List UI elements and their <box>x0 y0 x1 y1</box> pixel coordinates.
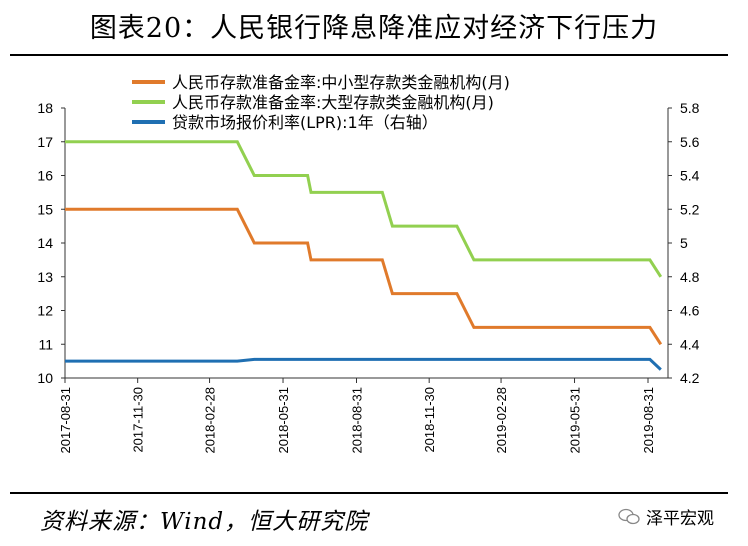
y-tick-label: 15 <box>37 201 53 217</box>
y2-tick-label: 4.4 <box>680 336 700 352</box>
series-line-2 <box>65 357 662 371</box>
watermark-text: 泽平宏观 <box>646 509 714 529</box>
x-tick-label: 2019-02-28 <box>494 387 509 454</box>
y-tick-label: 12 <box>37 303 53 319</box>
legend-label-0: 人民币存款准备金率:中小型存款类金融机构(月) <box>172 73 510 92</box>
x-tick-label: 2017-11-30 <box>131 387 146 453</box>
y-tick-label: 17 <box>37 134 53 150</box>
x-tick-label: 2018-11-30 <box>422 387 437 453</box>
x-tick-label: 2019-08-31 <box>641 387 656 454</box>
series-line-0 <box>65 207 663 346</box>
series-line-1 <box>65 140 663 278</box>
legend-label-1: 人民币存款准备金率:大型存款类金融机构(月) <box>172 93 494 112</box>
y2-tick-label: 5.2 <box>680 201 700 217</box>
y2-tick-label: 4.6 <box>680 303 700 319</box>
x-tick-label: 2018-05-31 <box>276 387 291 454</box>
top-rule <box>10 54 728 56</box>
y2-tick-label: 4.8 <box>680 269 700 285</box>
x-tick-label: 2018-08-31 <box>350 387 365 454</box>
x-tick-label: 2019-05-31 <box>568 387 583 454</box>
y-tick-label: 18 <box>37 100 53 116</box>
y2-tick-label: 5.8 <box>680 100 700 116</box>
source-note: 资料来源：Wind，恒大研究院 <box>40 509 369 535</box>
y-tick-label: 14 <box>37 235 53 251</box>
watermark: 泽平宏观 <box>618 504 714 529</box>
y2-tick-label: 5 <box>680 235 688 251</box>
page-title: 图表20：人民银行降息降准应对经济下行压力 <box>89 13 659 44</box>
bottom-rule <box>10 492 728 494</box>
x-tick-label: 2017-08-31 <box>58 387 73 454</box>
wechat-icon <box>618 508 640 524</box>
y-tick-label: 10 <box>37 370 53 386</box>
y-tick-label: 11 <box>38 336 53 352</box>
y2-tick-label: 4.2 <box>680 370 700 386</box>
y-tick-label: 13 <box>37 269 53 285</box>
y2-tick-label: 5.6 <box>680 134 700 150</box>
y2-tick-label: 5.4 <box>680 168 700 184</box>
y-tick-label: 16 <box>37 168 53 184</box>
x-tick-label: 2018-02-28 <box>203 387 218 454</box>
legend-label-2: 贷款市场报价利率(LPR):1年（右轴） <box>172 113 438 132</box>
